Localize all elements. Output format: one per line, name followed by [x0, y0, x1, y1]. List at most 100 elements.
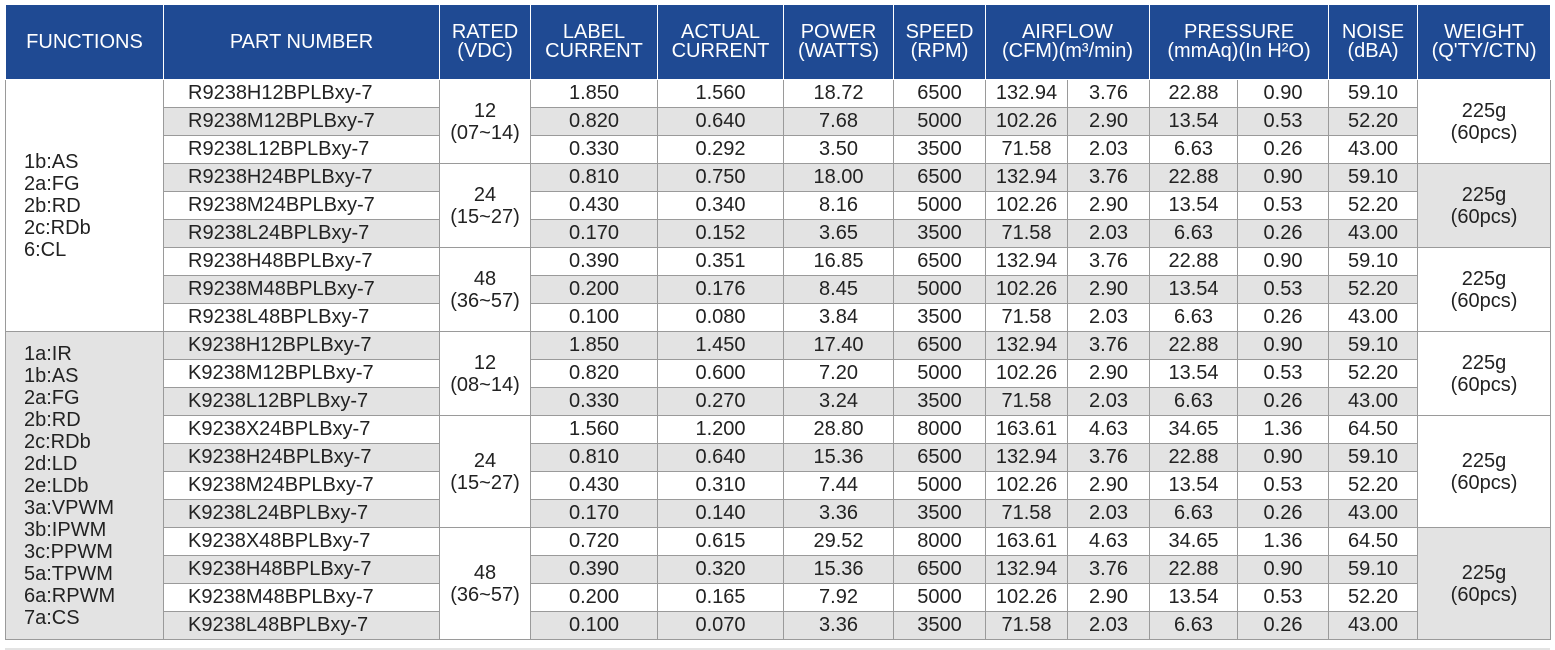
airflow-m3min-cell: 3.76	[1066, 443, 1151, 472]
label-current-cell: 0.330	[530, 387, 658, 416]
power-cell: 7.68	[783, 107, 894, 136]
power-cell: 8.45	[783, 275, 894, 304]
speed-cell: 5000	[893, 191, 986, 220]
label-current-cell: 0.820	[530, 359, 658, 388]
actual-current-cell: 1.560	[657, 79, 784, 108]
actual-current-cell: 0.080	[657, 303, 784, 332]
power-cell: 3.50	[783, 135, 894, 164]
noise-cell: 64.50	[1328, 415, 1419, 444]
part-number-cell: K9238L48BPLBxy-7	[163, 611, 440, 640]
airflow-cfm-cell: 71.58	[985, 611, 1068, 640]
label-current-cell: 1.560	[530, 415, 658, 444]
pressure-inh2o-cell: 0.26	[1237, 499, 1330, 528]
airflow-m3min-cell: 2.90	[1066, 359, 1151, 388]
footer-strip	[5, 648, 1550, 650]
part-number-cell: R9238H12BPLBxy-7	[163, 79, 440, 108]
airflow-m3min-cell: 3.76	[1066, 247, 1151, 276]
pressure-inh2o-cell: 0.53	[1237, 107, 1330, 136]
pressure-inh2o-cell: 1.36	[1237, 527, 1330, 556]
power-cell: 3.36	[783, 499, 894, 528]
power-cell: 15.36	[783, 555, 894, 584]
actual-current-cell: 0.165	[657, 583, 784, 612]
airflow-m3min-cell: 2.90	[1066, 471, 1151, 500]
actual-current-cell: 0.270	[657, 387, 784, 416]
actual-current-cell: 0.615	[657, 527, 784, 556]
part-number-cell: K9238X24BPLBxy-7	[163, 415, 440, 444]
noise-cell: 52.20	[1328, 359, 1419, 388]
airflow-cfm-cell: 102.26	[985, 191, 1068, 220]
label-current-cell: 0.170	[530, 219, 658, 248]
pressure-inh2o-cell: 0.90	[1237, 163, 1330, 192]
noise-cell: 59.10	[1328, 555, 1419, 584]
header-label-current: LABEL CURRENT	[530, 4, 658, 80]
airflow-m3min-cell: 2.90	[1066, 107, 1151, 136]
airflow-m3min-cell: 3.76	[1066, 163, 1151, 192]
airflow-m3min-cell: 4.63	[1066, 415, 1151, 444]
speed-cell: 6500	[893, 443, 986, 472]
pressure-mmaq-cell: 6.63	[1149, 135, 1239, 164]
pressure-inh2o-cell: 0.53	[1237, 359, 1330, 388]
part-number-cell: R9238L12BPLBxy-7	[163, 135, 440, 164]
part-number-cell: R9238L48BPLBxy-7	[163, 303, 440, 332]
rated-voltage-cell: 12 (08~14)	[439, 331, 531, 416]
part-number-cell: K9238M48BPLBxy-7	[163, 583, 440, 612]
actual-current-cell: 0.340	[657, 191, 784, 220]
actual-current-cell: 0.310	[657, 471, 784, 500]
airflow-cfm-cell: 132.94	[985, 247, 1068, 276]
part-number-cell: R9238L24BPLBxy-7	[163, 219, 440, 248]
airflow-m3min-cell: 2.03	[1066, 611, 1151, 640]
pressure-inh2o-cell: 0.90	[1237, 443, 1330, 472]
noise-cell: 59.10	[1328, 163, 1419, 192]
airflow-m3min-cell: 2.90	[1066, 275, 1151, 304]
speed-cell: 3500	[893, 499, 986, 528]
noise-cell: 52.20	[1328, 583, 1419, 612]
noise-cell: 52.20	[1328, 471, 1419, 500]
noise-cell: 59.10	[1328, 331, 1419, 360]
airflow-m3min-cell: 2.90	[1066, 191, 1151, 220]
label-current-cell: 0.430	[530, 471, 658, 500]
rated-voltage-cell: 24 (15~27)	[439, 415, 531, 528]
actual-current-cell: 0.600	[657, 359, 784, 388]
airflow-cfm-cell: 132.94	[985, 555, 1068, 584]
speed-cell: 5000	[893, 107, 986, 136]
part-number-cell: R9238H48BPLBxy-7	[163, 247, 440, 276]
airflow-m3min-cell: 3.76	[1066, 79, 1151, 108]
airflow-m3min-cell: 3.76	[1066, 555, 1151, 584]
noise-cell: 64.50	[1328, 527, 1419, 556]
airflow-m3min-cell: 3.76	[1066, 331, 1151, 360]
header-row: FUNCTIONS PART NUMBER RATED (VDC) LABEL …	[5, 4, 1552, 80]
airflow-cfm-cell: 102.26	[985, 471, 1068, 500]
pressure-inh2o-cell: 0.53	[1237, 583, 1330, 612]
speed-cell: 6500	[893, 247, 986, 276]
pressure-inh2o-cell: 0.90	[1237, 247, 1330, 276]
pressure-inh2o-cell: 0.53	[1237, 471, 1330, 500]
airflow-cfm-cell: 132.94	[985, 443, 1068, 472]
fan-spec-table: FUNCTIONS PART NUMBER RATED (VDC) LABEL …	[5, 4, 1552, 640]
speed-cell: 8000	[893, 527, 986, 556]
power-cell: 3.36	[783, 611, 894, 640]
part-number-cell: R9238M48BPLBxy-7	[163, 275, 440, 304]
speed-cell: 5000	[893, 359, 986, 388]
airflow-cfm-cell: 71.58	[985, 387, 1068, 416]
actual-current-cell: 0.292	[657, 135, 784, 164]
pressure-mmaq-cell: 13.54	[1149, 191, 1239, 220]
noise-cell: 43.00	[1328, 135, 1419, 164]
weight-cell: 225g (60pcs)	[1417, 527, 1552, 640]
part-number-cell: K9238L24BPLBxy-7	[163, 499, 440, 528]
actual-current-cell: 0.070	[657, 611, 784, 640]
power-cell: 8.16	[783, 191, 894, 220]
airflow-m3min-cell: 2.90	[1066, 583, 1151, 612]
label-current-cell: 0.810	[530, 443, 658, 472]
pressure-mmaq-cell: 22.88	[1149, 331, 1239, 360]
noise-cell: 43.00	[1328, 611, 1419, 640]
header-actual-current: ACTUAL CURRENT	[657, 4, 784, 80]
power-cell: 18.72	[783, 79, 894, 108]
airflow-m3min-cell: 2.03	[1066, 135, 1151, 164]
speed-cell: 6500	[893, 79, 986, 108]
table-row: R9238L48BPLBxy-7 0.100 0.080 3.84 3500 71.58 2…	[6, 303, 1551, 332]
pressure-inh2o-cell: 0.26	[1237, 135, 1330, 164]
pressure-mmaq-cell: 13.54	[1149, 107, 1239, 136]
power-cell: 3.24	[783, 387, 894, 416]
label-current-cell: 0.330	[530, 135, 658, 164]
pressure-mmaq-cell: 13.54	[1149, 583, 1239, 612]
